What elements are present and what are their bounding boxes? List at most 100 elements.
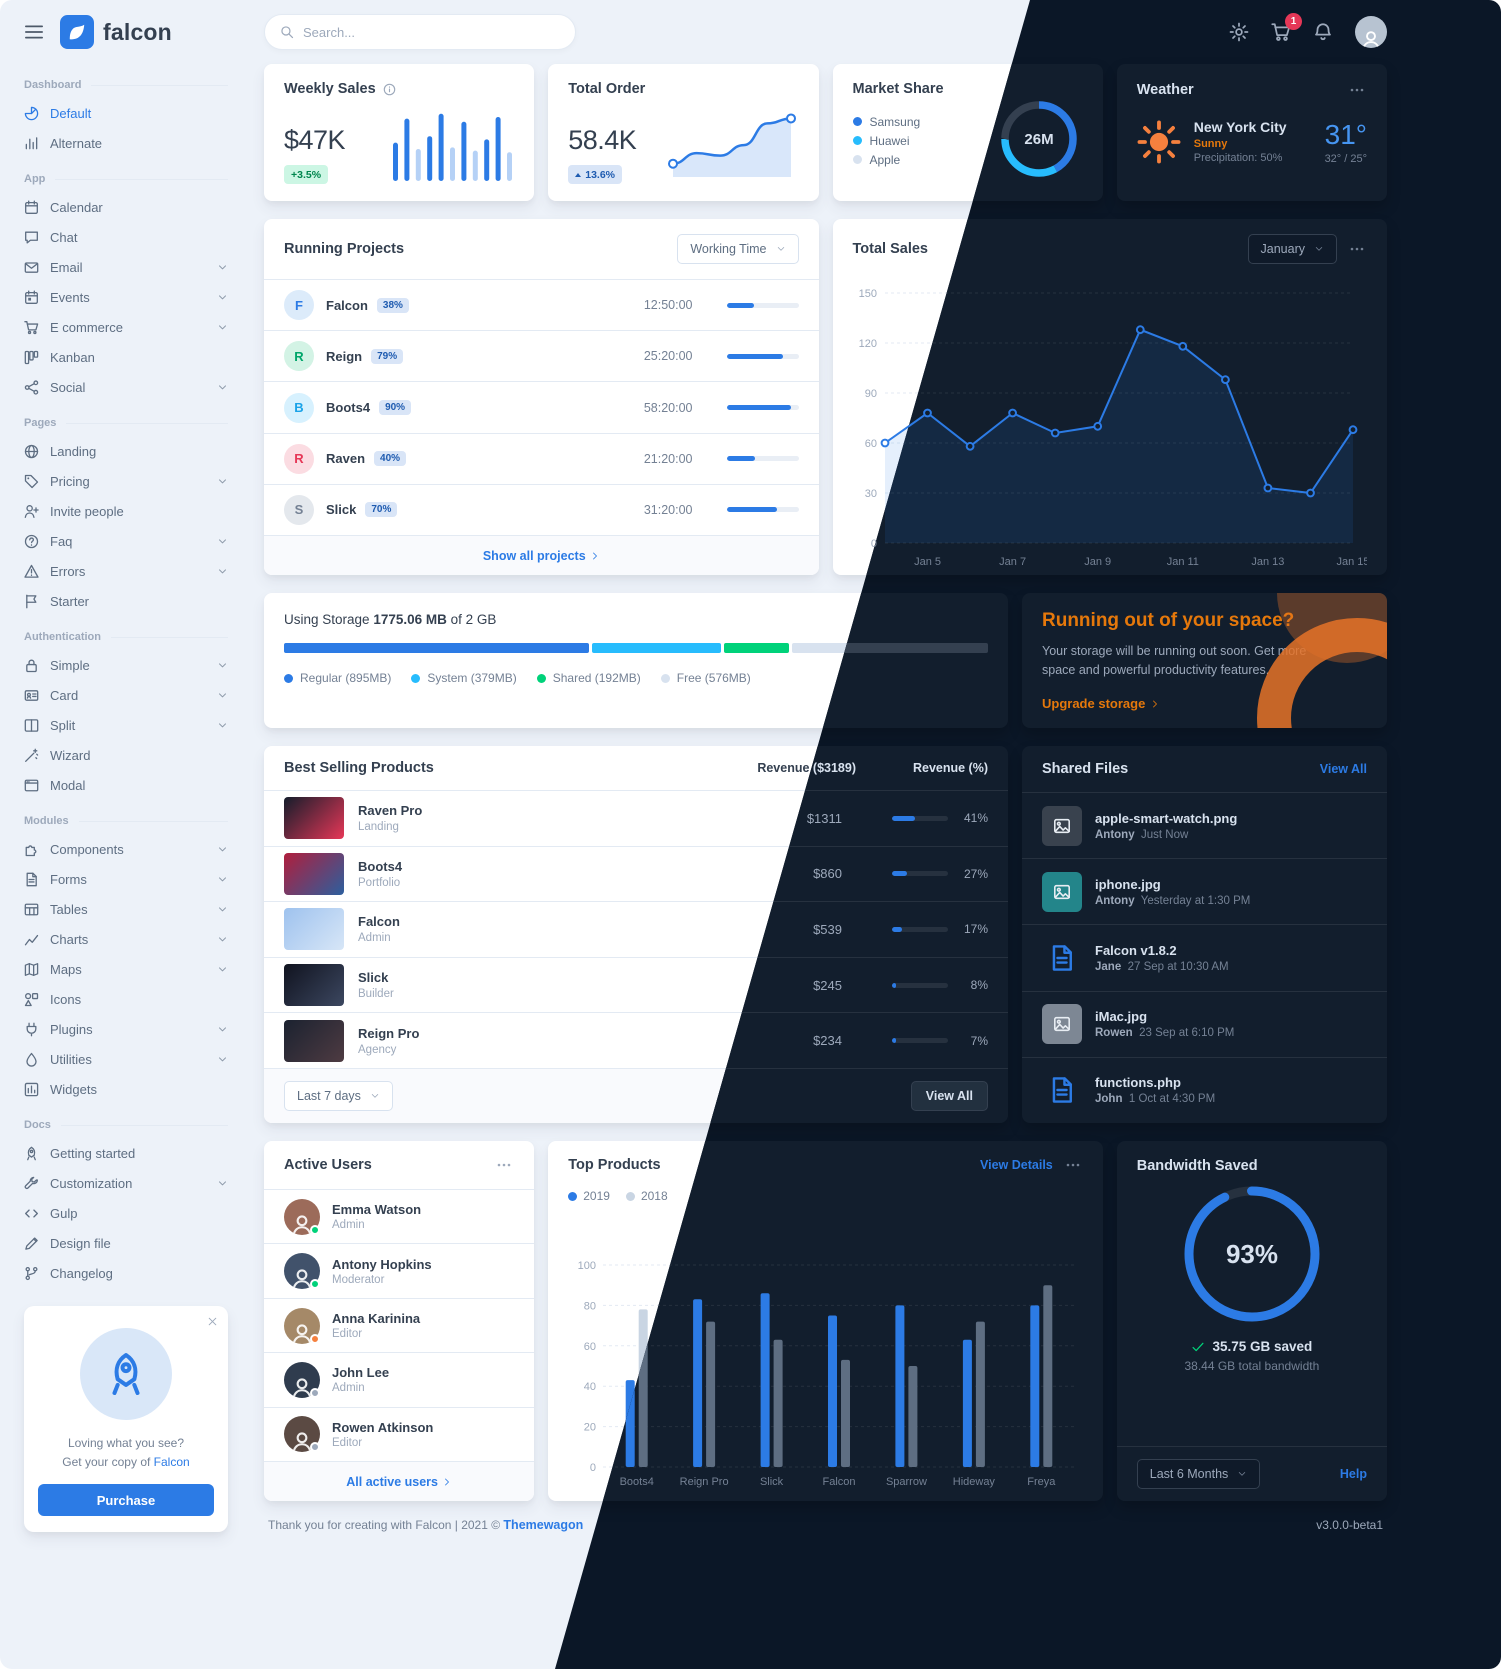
sidebar-item-events[interactable]: Events — [24, 282, 228, 312]
card-menu-button[interactable] — [1349, 81, 1367, 99]
project-row-falcon[interactable]: F Falcon 38% 12:50:00 — [264, 279, 819, 330]
sidebar-item-wizard[interactable]: Wizard — [24, 740, 228, 770]
view-all-files-link[interactable]: View All — [1319, 762, 1367, 776]
active-users-title: Active Users — [284, 1157, 372, 1173]
sidebar-item-getting-started[interactable]: Getting started — [24, 1138, 228, 1168]
project-row-reign[interactable]: R Reign 79% 25:20:00 — [264, 330, 819, 381]
legend-item-2019[interactable]: 2019 — [568, 1189, 610, 1203]
period-select[interactable]: Last 6 Months — [1136, 1459, 1261, 1489]
all-active-users-link[interactable]: All active users — [346, 1475, 452, 1489]
card-menu-button[interactable] — [1349, 240, 1367, 258]
shapes-icon — [24, 992, 39, 1007]
info-icon[interactable] — [383, 83, 396, 96]
sidebar-item-widgets[interactable]: Widgets — [24, 1074, 228, 1104]
project-row-raven[interactable]: R Raven 40% 21:20:00 — [264, 432, 819, 484]
sidebar-item-pricing[interactable]: Pricing — [24, 466, 228, 496]
sidebar-item-utilities[interactable]: Utilities — [24, 1044, 228, 1074]
view-details-link[interactable]: View Details — [980, 1158, 1053, 1172]
help-link[interactable]: Help — [1339, 1467, 1367, 1481]
file-row-functions-php[interactable]: functions.php John 1 Oct at 4:30 PM — [1022, 1056, 1387, 1123]
sidebar-item-social[interactable]: Social — [24, 372, 228, 402]
sidebar-item-errors[interactable]: Errors — [24, 556, 228, 586]
total-order-chart — [667, 97, 799, 184]
close-icon[interactable] — [207, 1316, 218, 1327]
falcon-logo[interactable]: falcon — [60, 15, 172, 49]
card-menu-button[interactable] — [496, 1156, 514, 1174]
product-thumbnail — [284, 964, 344, 1007]
sidebar-item-chat[interactable]: Chat — [24, 222, 228, 252]
sidebar-item-default[interactable]: Default — [24, 98, 228, 128]
sidebar-item-plugins[interactable]: Plugins — [24, 1014, 228, 1044]
range-select[interactable]: Last 7 days — [284, 1081, 393, 1111]
working-time-select[interactable]: Working Time — [677, 234, 799, 264]
sidebar-item-kanban[interactable]: Kanban — [24, 342, 228, 372]
sidebar-item-customization[interactable]: Customization — [24, 1168, 228, 1198]
sidebar-item-invite-people[interactable]: Invite people — [24, 496, 228, 526]
cart-icon — [24, 320, 39, 335]
file-row-falcon-v1-8-2[interactable]: Falcon v1.8.2 Jane 27 Sep at 10:30 AM — [1022, 924, 1387, 990]
menu-toggle-button[interactable] — [24, 22, 44, 42]
sidebar-item-gulp[interactable]: Gulp — [24, 1198, 228, 1228]
sidebar-item-tables[interactable]: Tables — [24, 894, 228, 924]
sidebar-item-alternate[interactable]: Alternate — [24, 128, 228, 158]
file-row-iphone-jpg[interactable]: iphone.jpg Antony Yesterday at 1:30 PM — [1022, 858, 1387, 924]
chevron-right-icon — [442, 1477, 452, 1487]
card-menu-button[interactable] — [1065, 1156, 1083, 1174]
project-row-boots4[interactable]: B Boots4 90% 58:20:00 — [264, 381, 819, 432]
settings-gear-button[interactable] — [1229, 21, 1251, 43]
sidebar-item-charts[interactable]: Charts — [24, 924, 228, 954]
user-avatar[interactable] — [1355, 16, 1387, 48]
falcon-copy-link[interactable]: Falcon — [153, 1454, 190, 1469]
themewagon-link[interactable]: Themewagon — [503, 1518, 584, 1532]
sidebar-item-label: Simple — [50, 657, 90, 673]
purchase-button[interactable]: Purchase — [38, 1484, 214, 1517]
file-row-apple-smart-watch-png[interactable]: apple-smart-watch.png Antony Just Now — [1022, 792, 1387, 858]
sidebar-item-e-commerce[interactable]: E commerce — [24, 312, 228, 342]
file-name: iMac.jpg — [1095, 1009, 1148, 1025]
search-box[interactable] — [264, 14, 576, 50]
chevron-down-icon — [217, 382, 228, 393]
sidebar-item-starter[interactable]: Starter — [24, 586, 228, 616]
view-all-button[interactable]: View All — [910, 1081, 988, 1111]
month-select[interactable]: January — [1247, 234, 1337, 264]
search-input[interactable] — [303, 24, 560, 40]
sidebar-item-components[interactable]: Components — [24, 834, 228, 864]
sidebar-item-label: Modal — [50, 777, 86, 793]
sidebar-item-card[interactable]: Card — [24, 680, 228, 710]
sidebar-item-label: E commerce — [50, 319, 123, 335]
sidebar-item-simple[interactable]: Simple — [24, 650, 228, 680]
legend-item-2018[interactable]: 2018 — [625, 1189, 668, 1203]
sidebar-item-faq[interactable]: Faq — [24, 526, 228, 556]
project-row-slick[interactable]: S Slick 70% 31:20:00 — [264, 483, 819, 535]
sidebar-item-email[interactable]: Email — [24, 252, 228, 282]
sidebar-item-forms[interactable]: Forms — [24, 864, 228, 894]
sidebar-item-icons[interactable]: Icons — [24, 984, 228, 1014]
sidebar-item-modal[interactable]: Modal — [24, 770, 228, 800]
file-row-imac-jpg[interactable]: iMac.jpg Rowen 23 Sep at 6:10 PM — [1022, 990, 1387, 1057]
sidebar-item-landing[interactable]: Landing — [24, 436, 228, 466]
user-plus-icon — [24, 504, 39, 519]
sidebar-item-maps[interactable]: Maps — [24, 954, 228, 984]
sidebar-item-design-file[interactable]: Design file — [24, 1228, 228, 1258]
notifications-bell-button[interactable] — [1313, 21, 1335, 43]
cart-button[interactable]: 1 — [1271, 13, 1302, 43]
sidebar-item-calendar[interactable]: Calendar — [24, 192, 228, 222]
user-avatar — [284, 1307, 320, 1344]
sidebar-item-split[interactable]: Split — [24, 710, 228, 740]
space-card-body: Your storage will be running out soon. G… — [1042, 644, 1307, 678]
product-category: Landing — [358, 821, 399, 834]
upgrade-storage-link[interactable]: Upgrade storage — [1042, 696, 1367, 711]
sidebar-item-changelog[interactable]: Changelog — [24, 1258, 228, 1288]
legend-dot — [852, 117, 862, 126]
show-all-projects-link[interactable]: Show all projects — [483, 549, 600, 563]
storage-used-value: 1775.06 MB — [373, 612, 447, 627]
